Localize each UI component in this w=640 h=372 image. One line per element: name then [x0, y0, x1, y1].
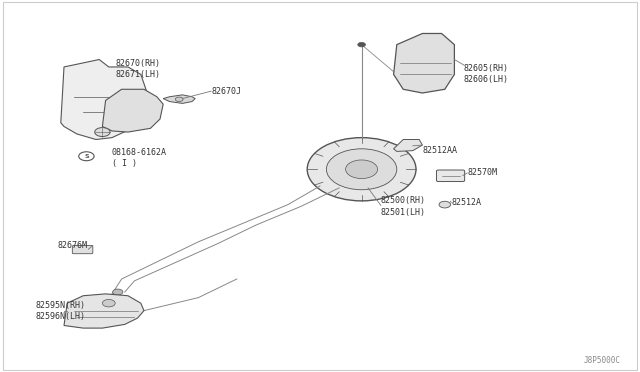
Polygon shape [394, 33, 454, 93]
Text: 82500(RH)
82501(LH): 82500(RH) 82501(LH) [381, 196, 426, 217]
Text: 82595N(RH)
82596N(LH): 82595N(RH) 82596N(LH) [35, 301, 85, 321]
Polygon shape [394, 140, 422, 151]
Circle shape [95, 128, 110, 137]
Text: 82512AA: 82512AA [422, 146, 458, 155]
Circle shape [113, 289, 123, 295]
Circle shape [358, 42, 365, 47]
Text: 82676M: 82676M [58, 241, 88, 250]
FancyBboxPatch shape [436, 170, 465, 182]
Text: S: S [84, 154, 89, 159]
Polygon shape [163, 95, 195, 103]
Text: 82605(RH)
82606(LH): 82605(RH) 82606(LH) [464, 64, 509, 84]
Text: 82512A: 82512A [451, 198, 481, 207]
Text: J8P5000C: J8P5000C [584, 356, 621, 365]
Polygon shape [61, 60, 147, 140]
Circle shape [175, 97, 183, 102]
Text: 82570M: 82570M [467, 169, 497, 177]
Circle shape [326, 149, 397, 190]
Polygon shape [64, 294, 144, 328]
Circle shape [102, 299, 115, 307]
Circle shape [346, 160, 378, 179]
Circle shape [307, 138, 416, 201]
FancyBboxPatch shape [72, 246, 93, 254]
Text: 08168-6162A
( I ): 08168-6162A ( I ) [112, 148, 167, 168]
Polygon shape [102, 89, 163, 132]
Text: 82670J: 82670J [211, 87, 241, 96]
Circle shape [439, 201, 451, 208]
Text: 82670(RH)
82671(LH): 82670(RH) 82671(LH) [115, 59, 160, 79]
